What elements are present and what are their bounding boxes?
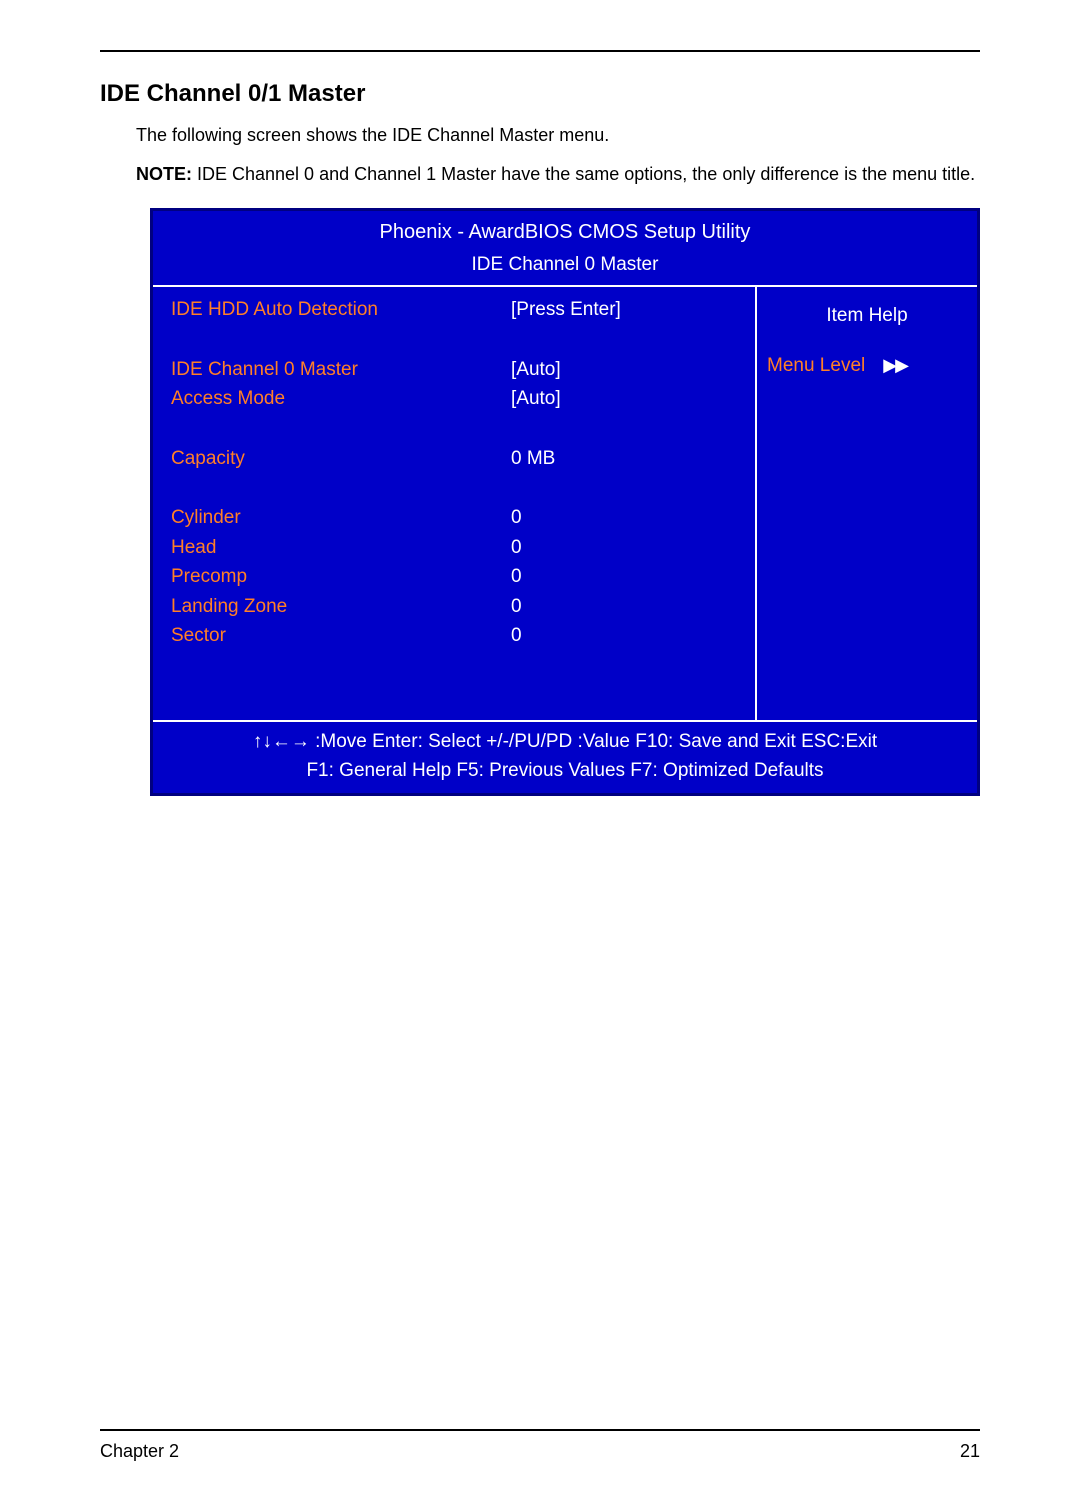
bios-footer: ↑↓←→ :Move Enter: Select +/-/PU/PD :Valu… — [153, 720, 977, 793]
footer-page-number: 21 — [960, 1441, 980, 1462]
bios-row-spacer — [171, 473, 745, 503]
footer-chapter: Chapter 2 — [100, 1441, 179, 1462]
bios-setting-label: Capacity — [171, 444, 511, 473]
bios-setting-value: 0 — [511, 621, 745, 650]
menu-level-row: Menu Level ▶▶ — [767, 351, 967, 380]
intro-text: The following screen shows the IDE Chann… — [136, 122, 980, 149]
bios-help-panel: Item Help Menu Level ▶▶ — [757, 287, 977, 720]
bios-body: IDE HDD Auto Detection[Press Enter] IDE C… — [153, 285, 977, 720]
note-label: NOTE: — [136, 164, 192, 184]
bios-title: Phoenix - AwardBIOS CMOS Setup Utility — [153, 211, 977, 250]
bios-setting-row[interactable]: IDE Channel 0 Master[Auto] — [171, 355, 745, 384]
bios-row-spacer — [171, 414, 745, 444]
bios-setting-value: [Press Enter] — [511, 295, 745, 324]
bios-settings-panel: IDE HDD Auto Detection[Press Enter] IDE C… — [153, 287, 757, 720]
bios-setting-value: 0 — [511, 562, 745, 591]
menu-level-arrows-icon: ▶▶ — [883, 352, 907, 380]
bios-footer-line1: ↑↓←→ :Move Enter: Select +/-/PU/PD :Valu… — [153, 728, 977, 757]
bios-setting-row[interactable]: Access Mode[Auto] — [171, 384, 745, 413]
bios-setting-row[interactable]: Capacity0 MB — [171, 444, 745, 473]
menu-level-label: Menu Level — [767, 351, 865, 380]
bios-setting-label: Head — [171, 533, 511, 562]
help-panel-title: Item Help — [767, 301, 967, 330]
bios-setting-row[interactable]: Precomp0 — [171, 562, 745, 591]
bios-setting-row[interactable]: Landing Zone0 — [171, 592, 745, 621]
bios-setting-value: 0 — [511, 533, 745, 562]
bios-setting-label: IDE Channel 0 Master — [171, 355, 511, 384]
top-divider — [100, 50, 980, 52]
page-footer: Chapter 2 21 — [100, 1429, 980, 1462]
bios-setting-label: Cylinder — [171, 503, 511, 532]
bios-setting-label: IDE HDD Auto Detection — [171, 295, 511, 324]
bios-setting-label: Precomp — [171, 562, 511, 591]
bios-setting-label: Access Mode — [171, 384, 511, 413]
bios-setting-label: Sector — [171, 621, 511, 650]
bios-footer-line2: F1: General Help F5: Previous Values F7:… — [153, 757, 977, 786]
bios-setting-row[interactable]: Sector0 — [171, 621, 745, 650]
bios-setting-row[interactable]: Cylinder0 — [171, 503, 745, 532]
bios-row-spacer — [171, 325, 745, 355]
bios-setting-row[interactable]: IDE HDD Auto Detection[Press Enter] — [171, 295, 745, 324]
bottom-divider — [100, 1429, 980, 1431]
note-text: NOTE: IDE Channel 0 and Channel 1 Master… — [136, 161, 980, 188]
bios-subtitle: IDE Channel 0 Master — [153, 250, 977, 285]
bios-setting-value: [Auto] — [511, 384, 745, 413]
bios-setting-value: 0 — [511, 592, 745, 621]
bios-setting-row[interactable]: Head0 — [171, 533, 745, 562]
note-body: IDE Channel 0 and Channel 1 Master have … — [192, 164, 975, 184]
bios-setting-value: [Auto] — [511, 355, 745, 384]
bios-setting-value: 0 — [511, 503, 745, 532]
bios-setting-label: Landing Zone — [171, 592, 511, 621]
bios-screen: Phoenix - AwardBIOS CMOS Setup Utility I… — [150, 208, 980, 796]
bios-setting-value: 0 MB — [511, 444, 745, 473]
section-heading: IDE Channel 0/1 Master — [100, 80, 980, 108]
